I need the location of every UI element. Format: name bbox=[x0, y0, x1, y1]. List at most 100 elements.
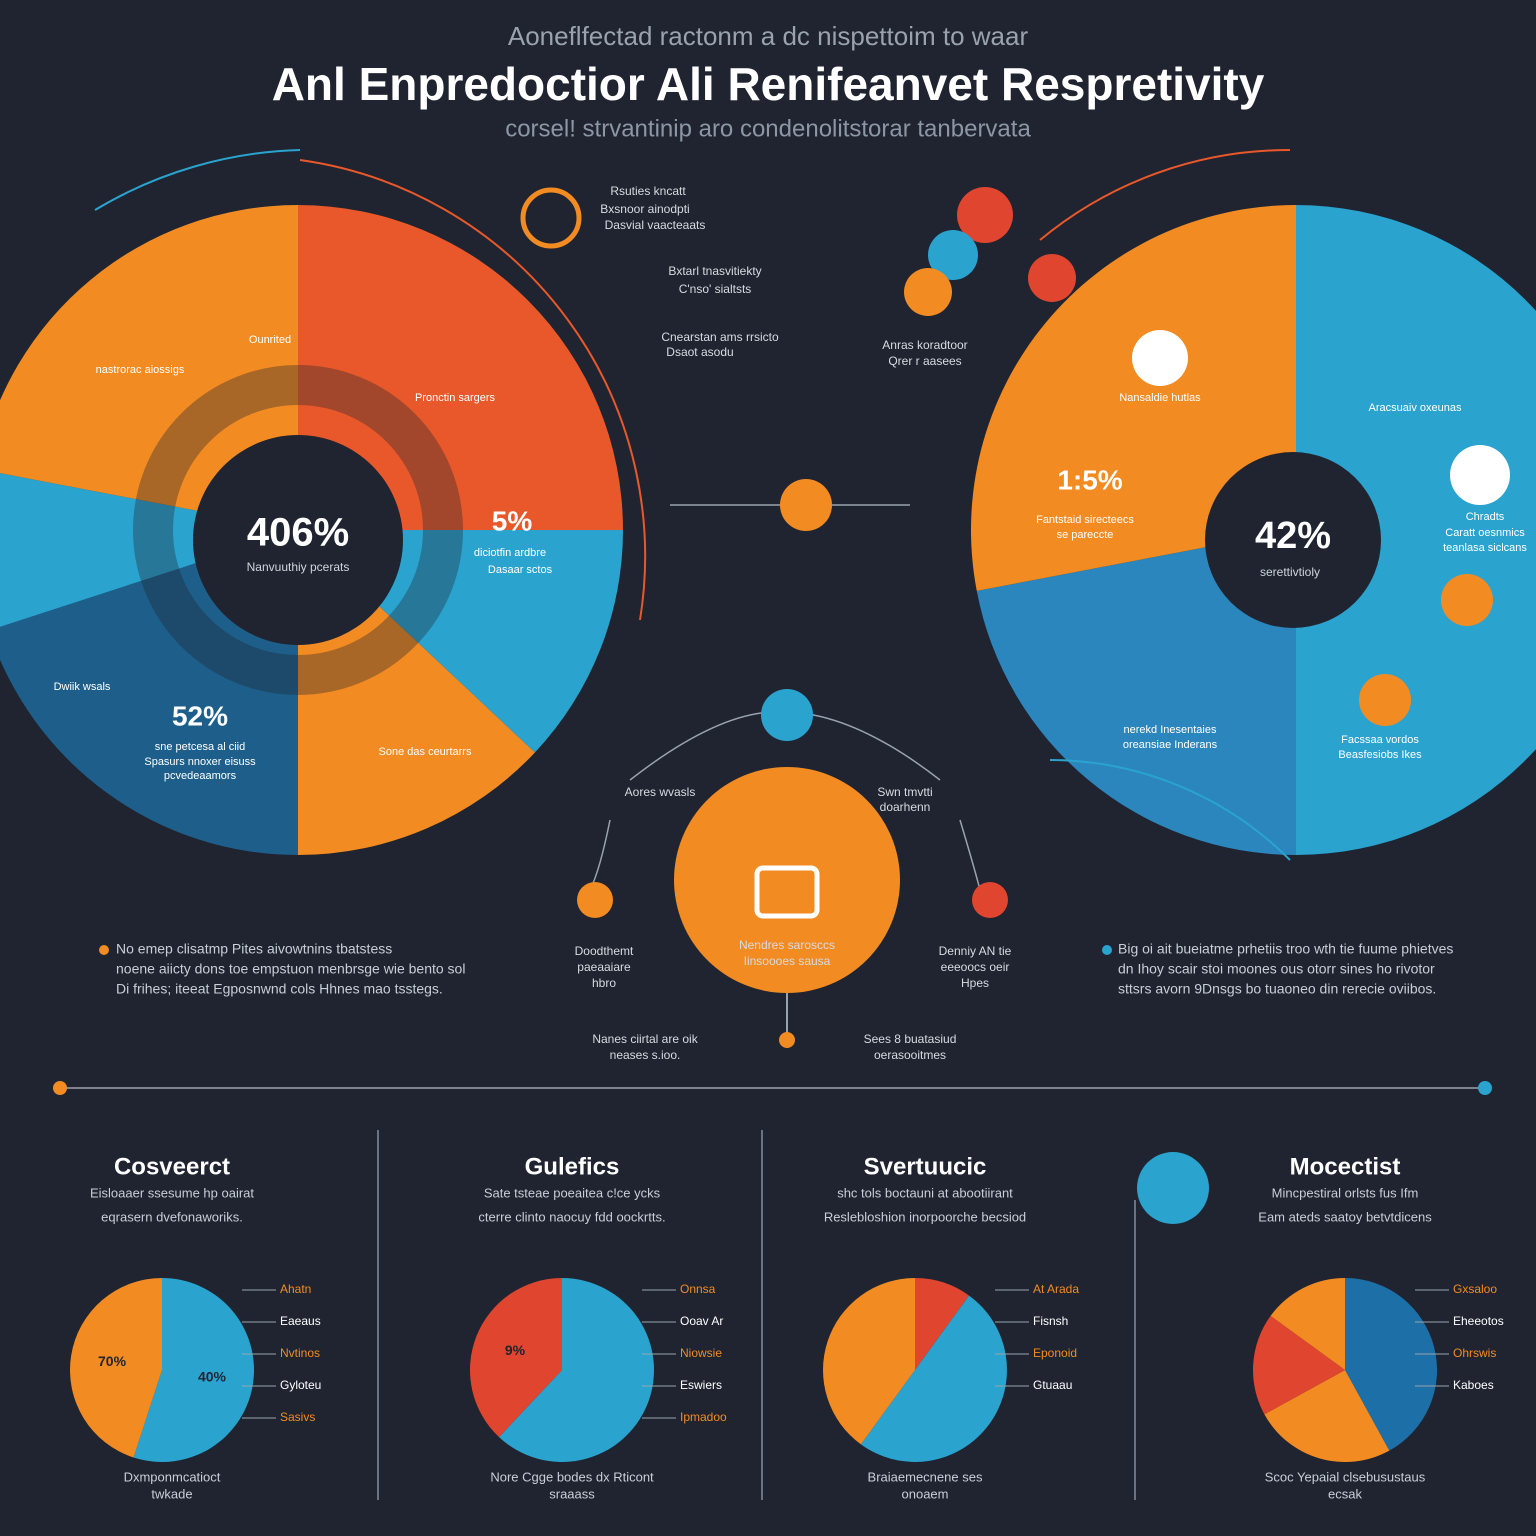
pie-slice bbox=[860, 1295, 1007, 1462]
icon bbox=[1441, 574, 1493, 626]
panel-description: Reslebloshion inorpoorche becsiod bbox=[824, 1209, 1026, 1224]
pie-slice bbox=[976, 530, 1296, 855]
pie-label: At Arada bbox=[1033, 1282, 1079, 1296]
pie-slice bbox=[1296, 205, 1536, 855]
callout: Beasfesiobs Ikes bbox=[1338, 749, 1422, 761]
pie-slice bbox=[1345, 1278, 1437, 1451]
center-value: 42% bbox=[1255, 515, 1331, 557]
panel-title: Svertuucic bbox=[864, 1153, 987, 1180]
callout: Cnearstan ams rrsicto bbox=[661, 330, 779, 344]
panel-description: shc tols boctauni at abootiirant bbox=[837, 1185, 1013, 1200]
callout: Ounrited bbox=[249, 334, 291, 346]
callout: Sees 8 buatasiud bbox=[864, 1032, 957, 1046]
callout: Doodthemt bbox=[575, 944, 634, 958]
callout: teanlasa siclcans bbox=[1443, 542, 1527, 554]
pie-label: Ipmadoo bbox=[680, 1410, 727, 1424]
icon bbox=[780, 479, 832, 531]
callout: oerasooitmes bbox=[874, 1048, 946, 1062]
callout: doarhenn bbox=[880, 800, 931, 814]
callout: Chradts bbox=[1466, 511, 1505, 523]
pie-slice bbox=[499, 1278, 655, 1462]
callout: 5% bbox=[492, 505, 533, 536]
icon bbox=[904, 268, 952, 316]
callout: 52% bbox=[172, 700, 228, 731]
arc bbox=[1049, 759, 1291, 861]
pie-slice bbox=[1270, 1278, 1345, 1370]
pie-label: Kaboes bbox=[1453, 1378, 1494, 1392]
icon bbox=[520, 187, 582, 249]
panel-description: Eam ateds saatoy betvtdicens bbox=[1258, 1209, 1432, 1224]
callout: Iinsoooes sausa bbox=[744, 954, 831, 968]
panel-title: Mocectist bbox=[1290, 1153, 1401, 1180]
pie-label: Fisnsh bbox=[1033, 1314, 1068, 1328]
note: dn Ihoy scair stoi moones ous otorr sine… bbox=[1118, 961, 1435, 977]
icon bbox=[972, 882, 1008, 918]
pie-label: Gtuaau bbox=[1033, 1378, 1072, 1392]
icon bbox=[1359, 674, 1411, 726]
pie-label: Eaeaus bbox=[280, 1314, 321, 1328]
callout: Rsuties kncatt bbox=[610, 184, 686, 198]
pie-label: Gyloteu bbox=[280, 1378, 321, 1392]
pie-slice bbox=[1252, 1315, 1345, 1415]
dot bbox=[53, 1081, 67, 1095]
callout: Swn tmvtti bbox=[877, 785, 932, 799]
pie-layer bbox=[0, 205, 1536, 1463]
panel-caption: ecsak bbox=[1328, 1486, 1362, 1501]
icon bbox=[1132, 330, 1188, 386]
callout: nastrorac aiossigs bbox=[96, 364, 185, 376]
arc bbox=[94, 149, 301, 211]
callout: 1:5% bbox=[1057, 464, 1122, 495]
label: Aoneflfectad ractonm a dc nispettoim to … bbox=[508, 21, 1029, 51]
pie-slice bbox=[0, 205, 298, 530]
callout: Hpes bbox=[961, 976, 989, 990]
panel-description: Eisloaaer ssesume hp oairat bbox=[90, 1185, 254, 1200]
pie-slice bbox=[298, 205, 623, 530]
callout: eeeoocs oeir bbox=[941, 960, 1010, 974]
pie-slice bbox=[0, 473, 298, 627]
icon bbox=[1028, 254, 1076, 302]
pie-slice bbox=[133, 1278, 255, 1463]
icon bbox=[761, 689, 813, 741]
note: noene aiicty dons toe empstuon menbrsge … bbox=[116, 961, 465, 977]
pie-slice bbox=[970, 205, 1296, 591]
donut-hole bbox=[193, 435, 403, 645]
panel-caption: onoaem bbox=[902, 1486, 949, 1501]
pie-label: Onnsa bbox=[680, 1282, 716, 1296]
note: sttsrs avorn 9Dnsgs bo tuaoneo din rerec… bbox=[1118, 981, 1436, 997]
donut-hole bbox=[1205, 452, 1381, 628]
panel-description: Mincpestiral orlsts fus Ifm bbox=[1272, 1185, 1419, 1200]
callout: se pareccte bbox=[1057, 529, 1114, 541]
dot bbox=[779, 1032, 795, 1048]
subtitle: corsel! strvantinip aro condenolitstorar… bbox=[505, 115, 1031, 142]
callout: nerekd Inesentaies bbox=[1124, 724, 1217, 736]
pie-label: Ohrswis bbox=[1453, 1346, 1496, 1360]
callout: Bxtarl tnasvitiekty bbox=[668, 264, 761, 278]
callout: Aracsuaiv oxeunas bbox=[1369, 402, 1462, 414]
callout: Pronctin sargers bbox=[415, 392, 496, 404]
dot bbox=[1478, 1081, 1492, 1095]
panel-caption: sraaass bbox=[549, 1486, 595, 1501]
icon bbox=[754, 865, 820, 919]
ring bbox=[133, 365, 463, 695]
icons bbox=[53, 187, 1510, 1224]
icon bbox=[957, 187, 1013, 243]
pie-slice bbox=[1264, 1370, 1390, 1462]
pie-label: Gxsaloo bbox=[1453, 1282, 1497, 1296]
pie-slice bbox=[915, 1278, 970, 1370]
callout: Nansaldie hutlas bbox=[1119, 392, 1201, 404]
panel-caption: Braiaemecnene ses bbox=[868, 1469, 983, 1484]
callout: Dasaar sctos bbox=[488, 564, 553, 576]
callout: pcvedeaamors bbox=[164, 770, 237, 782]
slice-label: 70% bbox=[98, 1353, 127, 1369]
callout: paeaaiare bbox=[577, 960, 631, 974]
icon bbox=[577, 882, 613, 918]
callout: Nendres sarosccs bbox=[739, 938, 835, 952]
icon bbox=[1137, 1152, 1209, 1224]
arc bbox=[299, 159, 647, 621]
callout: Caratt oesnmics bbox=[1445, 527, 1525, 539]
icon bbox=[1450, 445, 1510, 505]
pie-label: Sasivs bbox=[280, 1410, 315, 1424]
pie-slice bbox=[823, 1278, 915, 1445]
